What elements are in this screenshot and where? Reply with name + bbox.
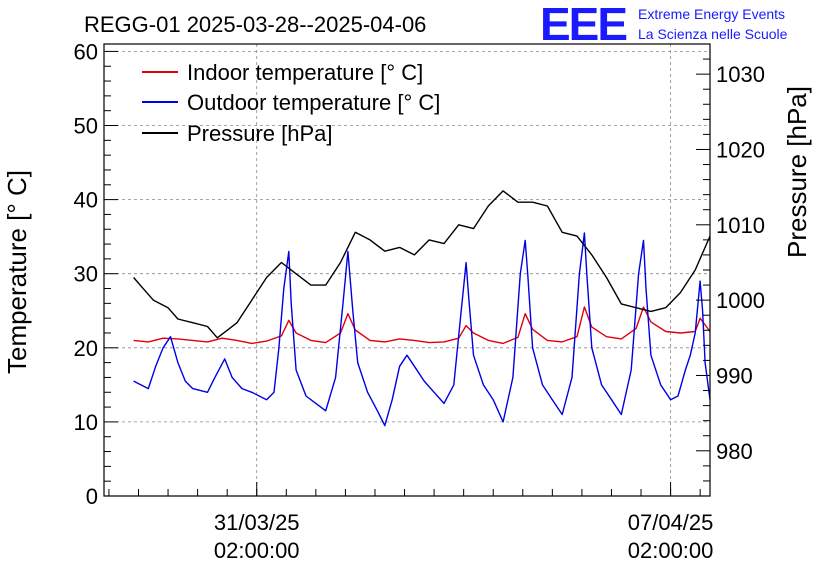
y2-tick-label: 990 xyxy=(716,363,753,388)
indoor-temperature-line xyxy=(133,306,711,345)
y-tick-label: 50 xyxy=(74,114,98,139)
y-tick-label: 20 xyxy=(74,336,98,361)
y-tick-label: 60 xyxy=(74,39,98,64)
y-tick-label: 10 xyxy=(74,410,98,435)
x-tick-label-date: 31/03/25 xyxy=(214,510,300,535)
legend-label-pressure: Pressure [hPa] xyxy=(187,121,333,146)
chart-title: REGG-01 2025-03-28--2025-04-06 xyxy=(84,12,426,37)
y-tick-label: 30 xyxy=(74,262,98,287)
logo-mark: EEE xyxy=(540,0,626,50)
legend: Indoor temperature [° C] Outdoor tempera… xyxy=(142,60,440,146)
outdoor-temperature-line xyxy=(133,232,711,427)
logo-line1: Extreme Energy Events xyxy=(638,6,785,22)
legend-label-outdoor: Outdoor temperature [° C] xyxy=(187,90,440,115)
y2-tick-label: 1000 xyxy=(716,288,765,313)
x-tick-label-time: 02:00:00 xyxy=(628,538,714,563)
x-tick-label-date: 07/04/25 xyxy=(628,510,714,535)
series-layer xyxy=(133,190,711,427)
y2-tick-label: 1010 xyxy=(716,213,765,238)
y-tick-label: 0 xyxy=(86,484,98,509)
y-tick-label: 40 xyxy=(74,188,98,213)
y2-tick-label: 980 xyxy=(716,439,753,464)
legend-label-indoor: Indoor temperature [° C] xyxy=(187,60,423,85)
pressure-line xyxy=(133,190,711,339)
y2-axis-title: Pressure [hPa] xyxy=(782,86,812,258)
y2-tick-label: 1030 xyxy=(716,62,765,87)
grid xyxy=(104,44,710,496)
eee-logo: EEE Extreme Energy Events La Scienza nel… xyxy=(540,0,788,50)
y2-tick-label: 1020 xyxy=(716,137,765,162)
x-tick-label-time: 02:00:00 xyxy=(214,538,300,563)
y-axis-title: Temperature [° C] xyxy=(2,170,32,374)
axes: 0102030405060980990100010101020103031/03… xyxy=(74,39,765,563)
logo-line2: La Scienza nelle Scuole xyxy=(638,26,788,42)
